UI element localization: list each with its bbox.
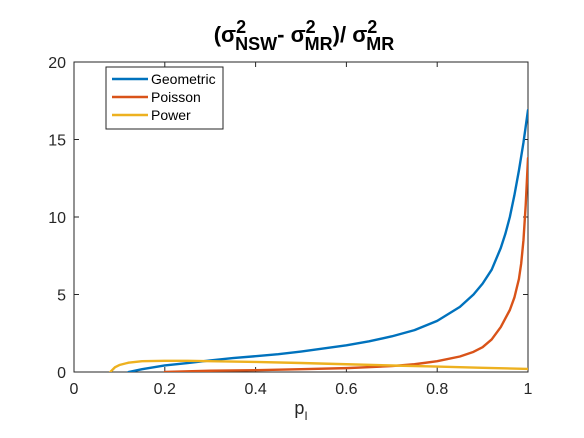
title-part-sup: 2 (306, 17, 316, 37)
x-axis-label: pI (294, 398, 307, 423)
title-part-sub: MR (305, 34, 333, 54)
title-part-sub: MR (366, 34, 394, 54)
x-tick-label: 1 (524, 381, 533, 398)
title-part-sub: NSW (235, 34, 277, 54)
series-group (109, 108, 528, 372)
chart-title: (σ2 NSW- σ2 MR)/ σ2 MR (214, 17, 395, 54)
y-tick-label: 20 (48, 55, 66, 72)
legend-box (105, 66, 224, 130)
y-tick-label: 5 (57, 288, 66, 305)
legend-label-poisson: Poisson (151, 89, 201, 105)
title-part-base: )/ (333, 22, 353, 47)
x-tick-label: 0.4 (244, 381, 266, 398)
x-tick-label: 0.2 (154, 381, 176, 398)
legend-label-geometric: Geometric (151, 71, 216, 87)
legend: Geometric Poisson Power (105, 66, 224, 130)
title-part-base: σ (352, 22, 367, 47)
title-part-base: σ (221, 22, 236, 47)
y-tick-label: 0 (57, 365, 66, 382)
x-tick-label: 0 (70, 381, 79, 398)
title-part-base: ( (214, 22, 222, 47)
x-label-base: p (294, 398, 304, 418)
y-tick-label: 15 (48, 133, 66, 150)
x-tick-label: 0.8 (426, 381, 448, 398)
title-part-sup: 2 (236, 17, 246, 37)
title-part-base: - (277, 22, 290, 47)
x-label-subscript: I (304, 409, 307, 423)
title-part-sup: 2 (367, 17, 377, 37)
title-part-base: σ (291, 22, 306, 47)
series-line-power (109, 359, 528, 372)
series-line-poisson (163, 156, 528, 372)
legend-label-power: Power (151, 107, 191, 123)
y-tick-label: 10 (48, 210, 66, 227)
x-tick-label: 0.6 (335, 381, 357, 398)
series-line-geometric (127, 108, 528, 372)
